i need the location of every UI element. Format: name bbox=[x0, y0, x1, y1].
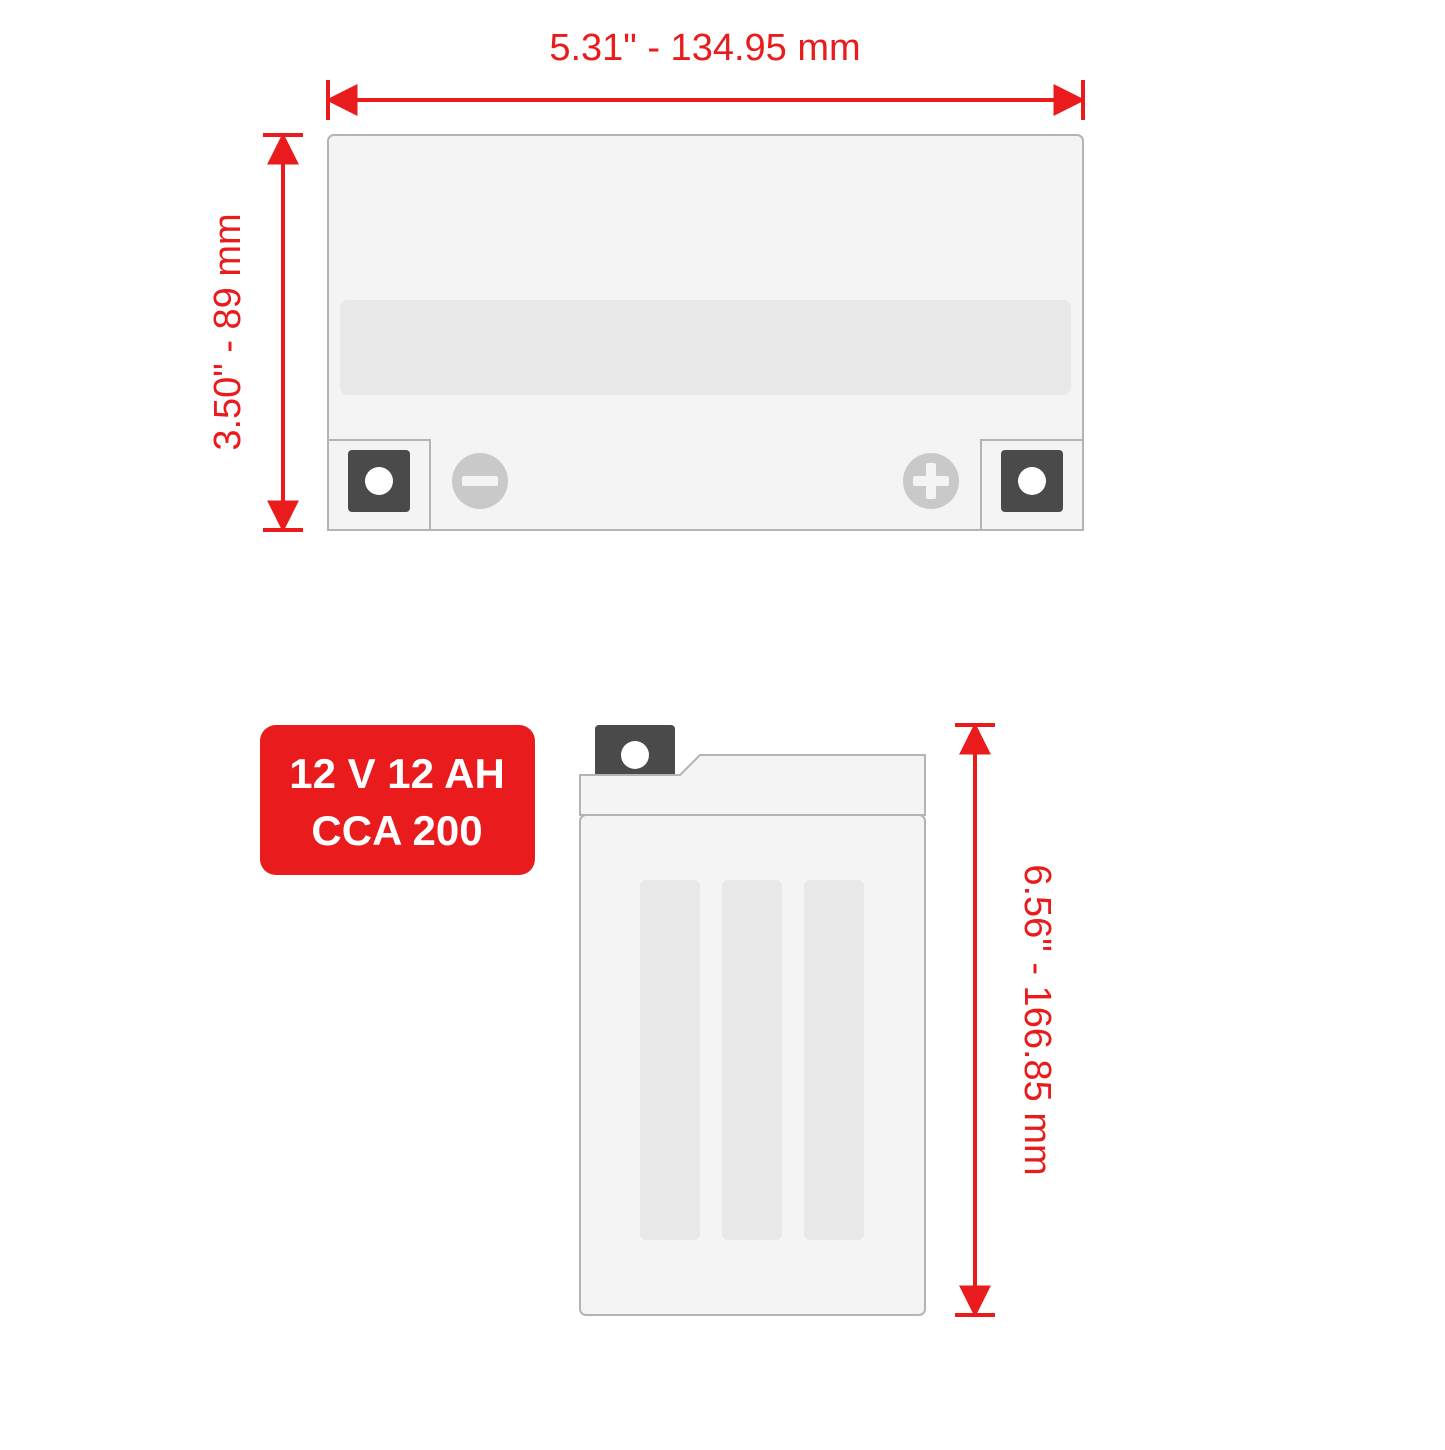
dimension-depth: 3.50" - 89 mm bbox=[207, 135, 303, 530]
spec-line2: CCA 200 bbox=[311, 807, 482, 854]
diagram-svg: 12 V 12 AH CCA 200 5.31" - 134.95 mm 3.5… bbox=[0, 0, 1445, 1445]
battery-top-view bbox=[328, 135, 1083, 530]
dimension-height: 6.56" - 166.85 mm bbox=[955, 725, 1058, 1315]
top-label-band bbox=[340, 300, 1071, 395]
width-label: 5.31" - 134.95 mm bbox=[549, 27, 860, 69]
depth-label: 3.50" - 89 mm bbox=[207, 213, 249, 450]
side-rib-2 bbox=[722, 880, 782, 1240]
minus-icon bbox=[452, 453, 508, 509]
battery-dimension-diagram: 12 V 12 AH CCA 200 5.31" - 134.95 mm 3.5… bbox=[0, 0, 1445, 1445]
battery-side-view bbox=[580, 725, 925, 1315]
side-rib-3 bbox=[804, 880, 864, 1240]
height-label: 6.56" - 166.85 mm bbox=[1016, 864, 1058, 1175]
side-terminal-hole bbox=[621, 741, 649, 769]
side-rib-1 bbox=[640, 880, 700, 1240]
right-terminal-hole bbox=[1018, 467, 1046, 495]
dimension-width: 5.31" - 134.95 mm bbox=[328, 27, 1083, 120]
spec-badge: 12 V 12 AH CCA 200 bbox=[260, 725, 535, 875]
spec-line1: 12 V 12 AH bbox=[289, 750, 505, 797]
left-terminal-hole bbox=[365, 467, 393, 495]
plus-icon bbox=[903, 453, 959, 509]
